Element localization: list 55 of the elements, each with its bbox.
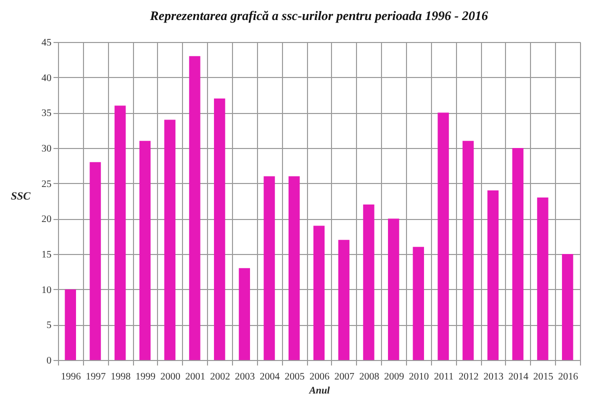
x-tick-label: 2002 (210, 372, 230, 382)
y-tick-label: 5 (46, 320, 52, 332)
x-tick-label: 2008 (359, 372, 380, 382)
x-axis-title: Anul (308, 386, 330, 396)
x-tick-label: 2005 (284, 372, 305, 382)
x-tick-label: 2010 (408, 372, 429, 382)
bar (537, 197, 548, 360)
chart-title: Reprezentarea grafică a ssc-urilor pentru perioada 1996 - 2016 (149, 8, 488, 23)
bar (562, 254, 574, 360)
x-tick-label: 2014 (508, 372, 528, 382)
x-tick-label: 2007 (334, 372, 354, 382)
x-tick-label: 1999 (136, 372, 156, 382)
x-tick-label: 2003 (234, 372, 255, 382)
bar (114, 106, 126, 360)
y-tick-label: 20 (42, 214, 52, 226)
bar (288, 176, 300, 360)
bar (64, 289, 76, 360)
bar (139, 140, 151, 360)
y-tick-label: 45 (42, 38, 52, 48)
x-tick-label: 1996 (60, 372, 81, 382)
bar (189, 56, 200, 360)
y-tick-label: 25 (42, 178, 52, 190)
y-tick-label: 0 (46, 356, 52, 366)
y-axis-title: SSC (10, 190, 32, 202)
x-tick-label: 2013 (484, 372, 504, 382)
y-tick-label: 15 (42, 250, 52, 260)
x-tick-label: 2006 (310, 372, 330, 382)
bar (238, 268, 250, 360)
x-tick-label: 1997 (86, 372, 106, 382)
y-tick-label: 40 (42, 72, 52, 84)
bar (512, 148, 524, 360)
bar (438, 112, 449, 360)
bar (363, 204, 374, 360)
x-tick-label: 2016 (558, 372, 578, 382)
x-tick-label: 2015 (533, 372, 554, 382)
x-tick-label: 2012 (458, 372, 479, 382)
x-tick-label: 2000 (160, 372, 180, 382)
bar (462, 140, 474, 360)
bar (264, 176, 275, 360)
bar (313, 226, 325, 360)
bar (388, 218, 400, 360)
x-tick-label: 2009 (384, 372, 404, 382)
x-tick-label: 1998 (110, 372, 131, 382)
bar (164, 120, 176, 360)
x-tick-label: 2001 (185, 372, 206, 382)
y-tick-label: 30 (42, 144, 52, 154)
bar (412, 246, 424, 360)
x-tick-label: 2004 (260, 372, 280, 382)
x-tick-label: 2011 (434, 372, 454, 382)
y-tick-label: 10 (42, 284, 52, 296)
bar (214, 98, 226, 360)
bar (90, 162, 101, 360)
bar (338, 240, 350, 360)
y-tick-label: 35 (42, 108, 52, 120)
bar (487, 190, 499, 360)
